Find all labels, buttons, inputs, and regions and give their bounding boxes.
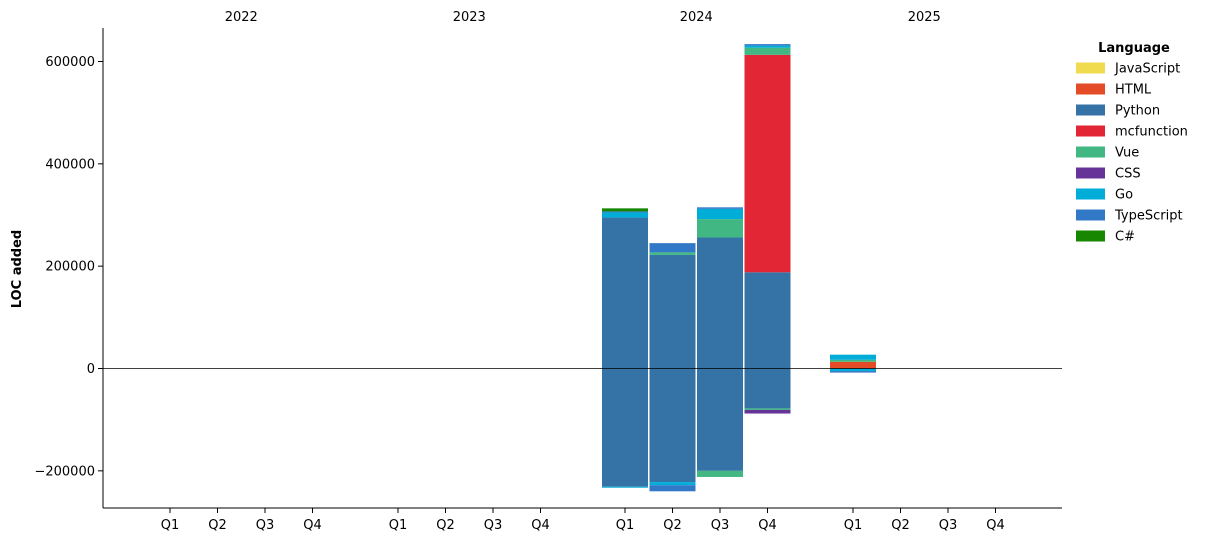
legend-label-html: HTML — [1115, 83, 1152, 98]
y-tick-label: 200000 — [45, 260, 95, 275]
legend-title: Language — [1098, 41, 1170, 56]
x-tick-label: Q1 — [161, 518, 180, 533]
bar-segment-vue — [697, 219, 743, 238]
x-tick-label: Q2 — [891, 518, 910, 533]
bar-segment-python — [649, 368, 696, 483]
bar-segment-python — [602, 368, 648, 487]
year-labels: 2022 2023 2024 2025 — [225, 10, 941, 25]
bar-segment-typescript — [602, 211, 648, 213]
bar-segment-vue — [830, 359, 876, 362]
legend-label-javascript: JavaScript — [1114, 62, 1180, 77]
bar-segment-vue — [697, 470, 743, 477]
x-tick-label: Q3 — [484, 518, 503, 533]
bar-segment-python — [602, 217, 648, 369]
bar-segment-html — [830, 361, 876, 369]
x-tick-label: Q1 — [389, 518, 408, 533]
bar-segment-vue — [744, 408, 791, 410]
year-label: 2024 — [680, 10, 713, 25]
bar-segment-vue — [649, 252, 696, 255]
legend-swatch-html — [1076, 83, 1105, 95]
legend-label-typescript: TypeScript — [1114, 209, 1183, 224]
legend-swatch-css — [1076, 167, 1105, 179]
bar-segment-go — [830, 368, 876, 372]
y-tick-label: 0 — [87, 362, 95, 377]
y-axis-label: LOC added — [10, 230, 25, 308]
bar-segment-typescript — [830, 371, 876, 373]
legend-swatch-go — [1076, 188, 1105, 200]
legend-label-python: Python — [1115, 104, 1160, 119]
y-tick-label: 600000 — [45, 55, 95, 70]
year-label: 2025 — [908, 10, 941, 25]
year-label: 2023 — [453, 10, 486, 25]
bar-segment-typescript — [697, 207, 743, 209]
legend-swatch-vue — [1076, 146, 1105, 158]
y-axis-ticks: −200000 0 200000 400000 600000 — [34, 55, 103, 479]
legend-label-mcfunction: mcfunction — [1115, 125, 1188, 140]
legend-swatch-typescript — [1076, 209, 1105, 221]
x-tick-label: Q4 — [986, 518, 1005, 533]
x-tick-label: Q2 — [663, 518, 682, 533]
x-tick-label: Q4 — [303, 518, 322, 533]
x-tick-label: Q3 — [711, 518, 730, 533]
x-tick-label: Q3 — [939, 518, 958, 533]
y-tick-label: −200000 — [34, 464, 95, 479]
x-tick-label: Q2 — [208, 518, 227, 533]
bar-segment-go — [830, 354, 876, 360]
bar-segment-python — [697, 368, 743, 471]
bar-segment-typescript — [649, 485, 696, 492]
bar-segment-go — [602, 486, 648, 488]
bar-segment-go — [649, 482, 696, 486]
x-tick-label: Q1 — [844, 518, 863, 533]
x-tick-label: Q1 — [616, 518, 635, 533]
legend-swatch-csharp — [1076, 230, 1105, 242]
bar-segment-python — [697, 237, 743, 369]
x-tick-label: Q3 — [256, 518, 275, 533]
bar-segment-typescript — [744, 44, 791, 46]
x-tick-label: Q4 — [531, 518, 550, 533]
legend-swatch-mcfunction — [1076, 125, 1105, 137]
bar-segment-go — [602, 212, 648, 218]
bar-segment-go — [697, 208, 743, 220]
bar-segment-css — [744, 409, 791, 414]
legend-label-csharp: C# — [1115, 230, 1135, 245]
legend-label-go: Go — [1115, 188, 1133, 203]
legend-swatch-python — [1076, 104, 1105, 116]
y-tick-label: 400000 — [45, 157, 95, 172]
legend: Language JavaScript HTML Python mcfunction V… — [1076, 41, 1188, 245]
legend-label-css: CSS — [1115, 167, 1141, 182]
bar-segment-python — [744, 368, 791, 409]
x-tick-label: Q4 — [758, 518, 777, 533]
bar-segment-csharp — [602, 208, 648, 212]
bar-segment-vue — [744, 47, 791, 55]
bar-segment-typescript — [649, 243, 696, 253]
legend-label-vue: Vue — [1115, 146, 1139, 161]
bar-segment-python — [744, 272, 791, 369]
bars-layer — [602, 44, 876, 492]
legend-swatch-javascript — [1076, 62, 1105, 74]
bar-segment-mcfunction — [744, 54, 791, 273]
bar-segment-go — [744, 45, 791, 48]
year-label: 2022 — [225, 10, 258, 25]
bar-segment-python — [649, 254, 696, 369]
x-axis-ticks: Q1 Q2 Q3 Q4 Q1 Q2 Q3 Q4 Q1 Q2 Q3 Q4 Q1 Q2 Q3 Q4 — [161, 508, 1005, 533]
x-tick-label: Q2 — [436, 518, 455, 533]
